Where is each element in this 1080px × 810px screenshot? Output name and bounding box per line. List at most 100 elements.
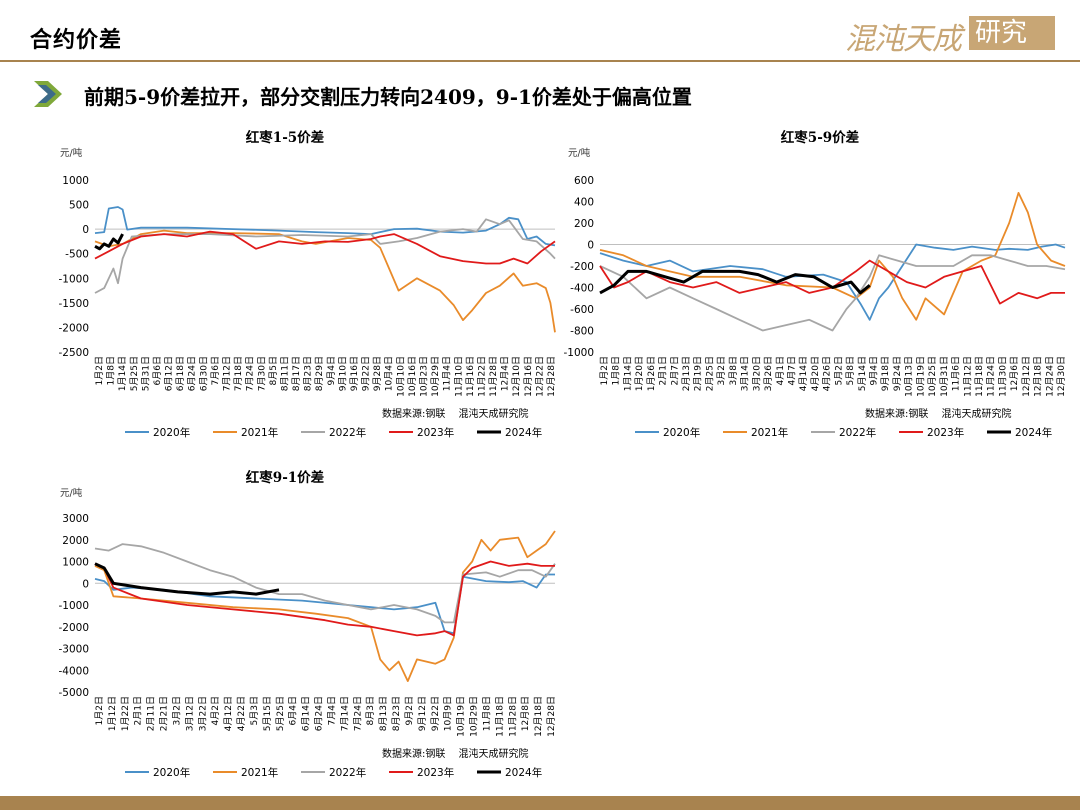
x-tick-label: 5月14日 xyxy=(857,356,868,391)
x-tick-label: 12月18日 xyxy=(533,696,544,737)
x-tick-label: 9月22日 xyxy=(361,356,372,391)
x-tick-label: 1月14日 xyxy=(622,356,633,391)
x-tick-label: 3月2日 xyxy=(716,356,727,385)
series-line-2022 xyxy=(94,218,556,294)
x-tick-label: 7月14日 xyxy=(339,696,350,731)
footer-bar xyxy=(0,796,1080,810)
series-line-2024 xyxy=(94,562,280,596)
data-source-note: 数据来源:钢联 混沌天成研究院 xyxy=(382,747,529,760)
data-source-note: 数据来源:钢联 混沌天成研究院 xyxy=(382,407,529,420)
y-tick-label: -500 xyxy=(65,249,89,261)
y-tick-label: -2000 xyxy=(58,622,89,634)
chart-jujube-1-5-spread: 红枣1-5价差 元/吨 1000 500 0 -500 -1000 -1500 -2000 -25… xyxy=(40,120,560,450)
x-tick-label: 2月7日 xyxy=(669,356,680,385)
x-tick-label: 9月4日 xyxy=(869,356,880,385)
y-tick-label: -4000 xyxy=(58,665,89,677)
x-tick-label: 5月25日 xyxy=(275,696,286,731)
x-tick-label: 2月13日 xyxy=(681,356,692,391)
x-tick-label: 11月28日 xyxy=(488,356,499,397)
x-tick-label: 11月6日 xyxy=(951,356,962,391)
x-tick-label: 3月8日 xyxy=(728,356,739,385)
series-line-2023 xyxy=(599,259,1065,305)
chevron-right-icon xyxy=(34,81,62,107)
x-tick-label: 11月12日 xyxy=(962,356,973,397)
x-tick-label: 10月29日 xyxy=(469,696,480,737)
y-tick-label: 1000 xyxy=(62,175,89,187)
y-tick-label: -400 xyxy=(570,283,594,295)
x-tick-label: 7月6日 xyxy=(210,356,221,385)
y-tick-label: -1500 xyxy=(58,298,89,310)
legend-label: 2020年 xyxy=(153,766,190,779)
x-tick-label: 8月11日 xyxy=(279,356,290,391)
chart-title: 红枣5-9价差 xyxy=(781,129,859,146)
legend-label: 2021年 xyxy=(751,426,788,439)
y-tick-label: -600 xyxy=(570,304,594,316)
x-tick-label: 1月2日 xyxy=(94,696,105,725)
legend-label: 2024年 xyxy=(505,766,542,779)
page-title: 合约价差 xyxy=(30,27,123,53)
x-tick-label: 9月16日 xyxy=(349,356,360,391)
x-tick-label: 5月8日 xyxy=(845,356,856,385)
series-line-2021 xyxy=(94,229,556,333)
y-tick-label: 0 xyxy=(587,240,594,252)
legend-label: 2024年 xyxy=(505,426,542,439)
x-tick-label: 12月6日 xyxy=(1009,356,1020,391)
x-tick-label: 11月30日 xyxy=(997,356,1008,397)
x-tick-label: 10月16日 xyxy=(407,356,418,397)
x-tick-label: 11月28日 xyxy=(507,696,518,737)
series-line-2023 xyxy=(94,560,555,637)
y-tick-label: 2000 xyxy=(62,535,89,547)
y-tick-label: 3000 xyxy=(62,513,89,525)
series-line-2020 xyxy=(94,206,556,247)
series-line-2024 xyxy=(599,269,871,295)
y-tick-label: -2000 xyxy=(58,322,89,334)
x-tick-label: 9月2日 xyxy=(404,696,415,725)
x-tick-label: 4月22日 xyxy=(236,696,247,731)
legend-label: 2023年 xyxy=(927,426,964,439)
x-tick-label: 4月12日 xyxy=(223,696,234,731)
y-tick-label: -800 xyxy=(570,326,594,338)
x-tick-label: 10月23日 xyxy=(419,356,430,397)
x-tick-label: 12月22日 xyxy=(534,356,545,397)
y-tick-label: 0 xyxy=(82,224,89,236)
x-tick-label: 8月23日 xyxy=(391,696,402,731)
x-tick-label: 11月16日 xyxy=(465,356,476,397)
x-tick-label: 12月12日 xyxy=(1021,356,1032,397)
x-tick-label: 12月10日 xyxy=(511,356,522,397)
y-tick-label: -3000 xyxy=(58,644,89,656)
x-tick-label: 5月25日 xyxy=(129,356,140,391)
legend-label: 2021年 xyxy=(241,766,278,779)
legend-label: 2023年 xyxy=(417,426,454,439)
series-line-2021 xyxy=(94,530,556,682)
data-source-note: 数据来源:钢联 混沌天成研究院 xyxy=(865,407,1012,420)
x-tick-label: 5月31日 xyxy=(140,356,151,391)
x-tick-label: 2月21日 xyxy=(159,696,170,731)
x-tick-label: 6月4日 xyxy=(288,696,299,725)
y-tick-label: 200 xyxy=(574,218,594,230)
y-tick-label: -200 xyxy=(570,261,594,273)
legend-label: 2021年 xyxy=(241,426,278,439)
x-tick-label: 6月24日 xyxy=(314,696,325,731)
series-line-2024 xyxy=(94,233,124,251)
x-tick-label: 1月8日 xyxy=(611,356,622,385)
x-tick-label: 4月14日 xyxy=(798,356,809,391)
x-tick-label: 4月1日 xyxy=(775,356,786,385)
y-tick-label: 400 xyxy=(574,197,594,209)
x-tick-label: 4月7日 xyxy=(786,356,797,385)
x-tick-label: 7月12日 xyxy=(221,356,232,391)
company-logo: 混沌天成 研究院 xyxy=(845,14,1055,82)
x-tick-label: 7月30日 xyxy=(256,356,267,391)
x-tick-label: 6月30日 xyxy=(198,356,209,391)
x-tick-label: 10月9日 xyxy=(443,696,454,731)
x-tick-label: 11月22日 xyxy=(476,356,487,397)
chart-title: 红枣9-1价差 xyxy=(246,469,324,486)
x-tick-label: 1月12日 xyxy=(107,696,118,731)
y-tick-label: -1000 xyxy=(58,600,89,612)
legend-label: 2020年 xyxy=(663,426,700,439)
x-tick-label: 10月19日 xyxy=(456,696,467,737)
x-tick-label: 12月28日 xyxy=(546,696,557,737)
x-tick-label: 12月24日 xyxy=(1044,356,1055,397)
y-axis-unit: 元/吨 xyxy=(568,147,591,159)
